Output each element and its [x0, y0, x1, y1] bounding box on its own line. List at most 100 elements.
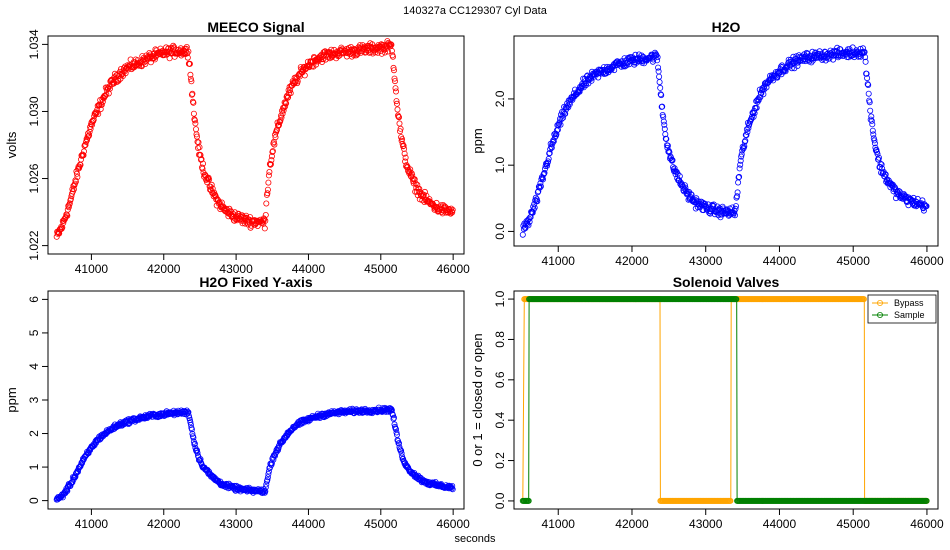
data-point	[735, 174, 742, 181]
data-point	[190, 110, 197, 117]
data-point	[171, 44, 178, 51]
data-point	[81, 148, 88, 155]
data-point	[67, 482, 74, 489]
data-point	[654, 54, 661, 61]
x-tick-label: 41000	[75, 517, 109, 531]
x-tick-label: 46000	[436, 517, 470, 531]
x-tick-label: 44000	[292, 517, 326, 531]
data-point	[448, 205, 455, 212]
data-point	[395, 440, 402, 447]
data-point	[449, 209, 456, 216]
y-tick-label: 5	[27, 329, 41, 336]
data-point	[544, 162, 551, 169]
data-point	[868, 113, 875, 120]
data-point	[187, 71, 194, 78]
data-point	[59, 494, 66, 501]
chart-title: H2O Fixed Y-axis	[199, 274, 313, 290]
panel-h2o-fixed-y: H2O Fixed Y-axis ppm 41000 42000 43000 44000 4…	[4, 274, 470, 531]
data-point	[401, 150, 408, 157]
data-point	[320, 56, 327, 63]
data-point	[862, 58, 869, 65]
data-point	[195, 453, 202, 460]
data-point	[733, 203, 740, 210]
data-point	[86, 128, 93, 135]
legend: Bypass Sample	[867, 294, 937, 324]
data-point	[398, 450, 405, 457]
chart-title: Solenoid Valves	[673, 274, 780, 290]
data-point	[275, 122, 282, 129]
data-point	[744, 128, 751, 135]
x-tick-label: 43000	[219, 262, 253, 276]
panel-h2o: H2O ppm 41000 42000 43000 44000 45000 46000 0.0 1…	[470, 19, 944, 268]
plot-frame	[513, 290, 939, 510]
series-marker	[733, 296, 740, 303]
data-point	[400, 143, 407, 150]
data-point	[734, 189, 741, 196]
data-point	[865, 90, 872, 97]
x-tick-label: 44000	[763, 517, 797, 531]
data-point	[390, 414, 397, 421]
data-point	[264, 186, 271, 193]
data-point	[66, 200, 73, 207]
data-point	[95, 111, 102, 118]
data-point	[392, 426, 399, 433]
legend-marker	[877, 311, 884, 318]
data-point	[166, 55, 173, 62]
data-point	[187, 419, 194, 426]
data-point	[187, 76, 194, 83]
data-point	[97, 106, 104, 113]
data-point	[738, 151, 745, 158]
data-point	[448, 485, 455, 492]
data-point	[669, 157, 676, 164]
y-tick-label: 0.0	[493, 492, 507, 509]
figure-xlabel: seconds	[455, 533, 496, 545]
data-point	[193, 447, 200, 454]
x-tick-label: 46000	[910, 254, 944, 268]
data-point	[661, 121, 668, 128]
data-point	[271, 141, 278, 148]
data-point	[93, 110, 100, 117]
data-point	[545, 158, 552, 165]
data-point	[548, 144, 555, 151]
data-point	[199, 160, 206, 167]
data-point	[328, 46, 335, 53]
data-point	[876, 154, 883, 161]
data-points	[53, 404, 456, 503]
data-point	[735, 179, 742, 186]
data-point	[301, 72, 308, 79]
data-point	[562, 110, 569, 117]
data-point	[532, 194, 539, 201]
figure-supertitle: 140327a CC129307 Cyl Data	[403, 5, 548, 17]
data-point	[737, 161, 744, 168]
data-point	[534, 198, 541, 205]
x-tick-label: 42000	[615, 254, 649, 268]
data-point	[280, 107, 287, 114]
data-point	[185, 409, 192, 416]
data-point	[525, 222, 532, 229]
data-point	[287, 90, 294, 97]
data-point	[389, 412, 396, 419]
data-point	[262, 488, 269, 495]
series-marker	[923, 497, 930, 504]
data-point	[519, 231, 526, 238]
data-point	[737, 157, 744, 164]
data-point	[732, 212, 739, 219]
data-point	[193, 131, 200, 138]
data-point	[190, 99, 197, 106]
y-axis-label: ppm	[4, 387, 19, 412]
data-point	[278, 114, 285, 121]
data-point	[381, 49, 388, 56]
data-point	[70, 186, 77, 193]
data-point	[741, 143, 748, 150]
x-tick-label: 42000	[147, 517, 181, 531]
data-point	[871, 140, 878, 147]
data-point	[745, 125, 752, 132]
data-point	[393, 429, 400, 436]
data-point	[557, 121, 564, 128]
x-tick-label: 45000	[837, 517, 871, 531]
data-point	[208, 181, 215, 188]
data-point	[392, 85, 399, 92]
data-points	[519, 44, 930, 238]
y-tick-label: 4	[27, 363, 41, 370]
data-point	[185, 48, 192, 55]
